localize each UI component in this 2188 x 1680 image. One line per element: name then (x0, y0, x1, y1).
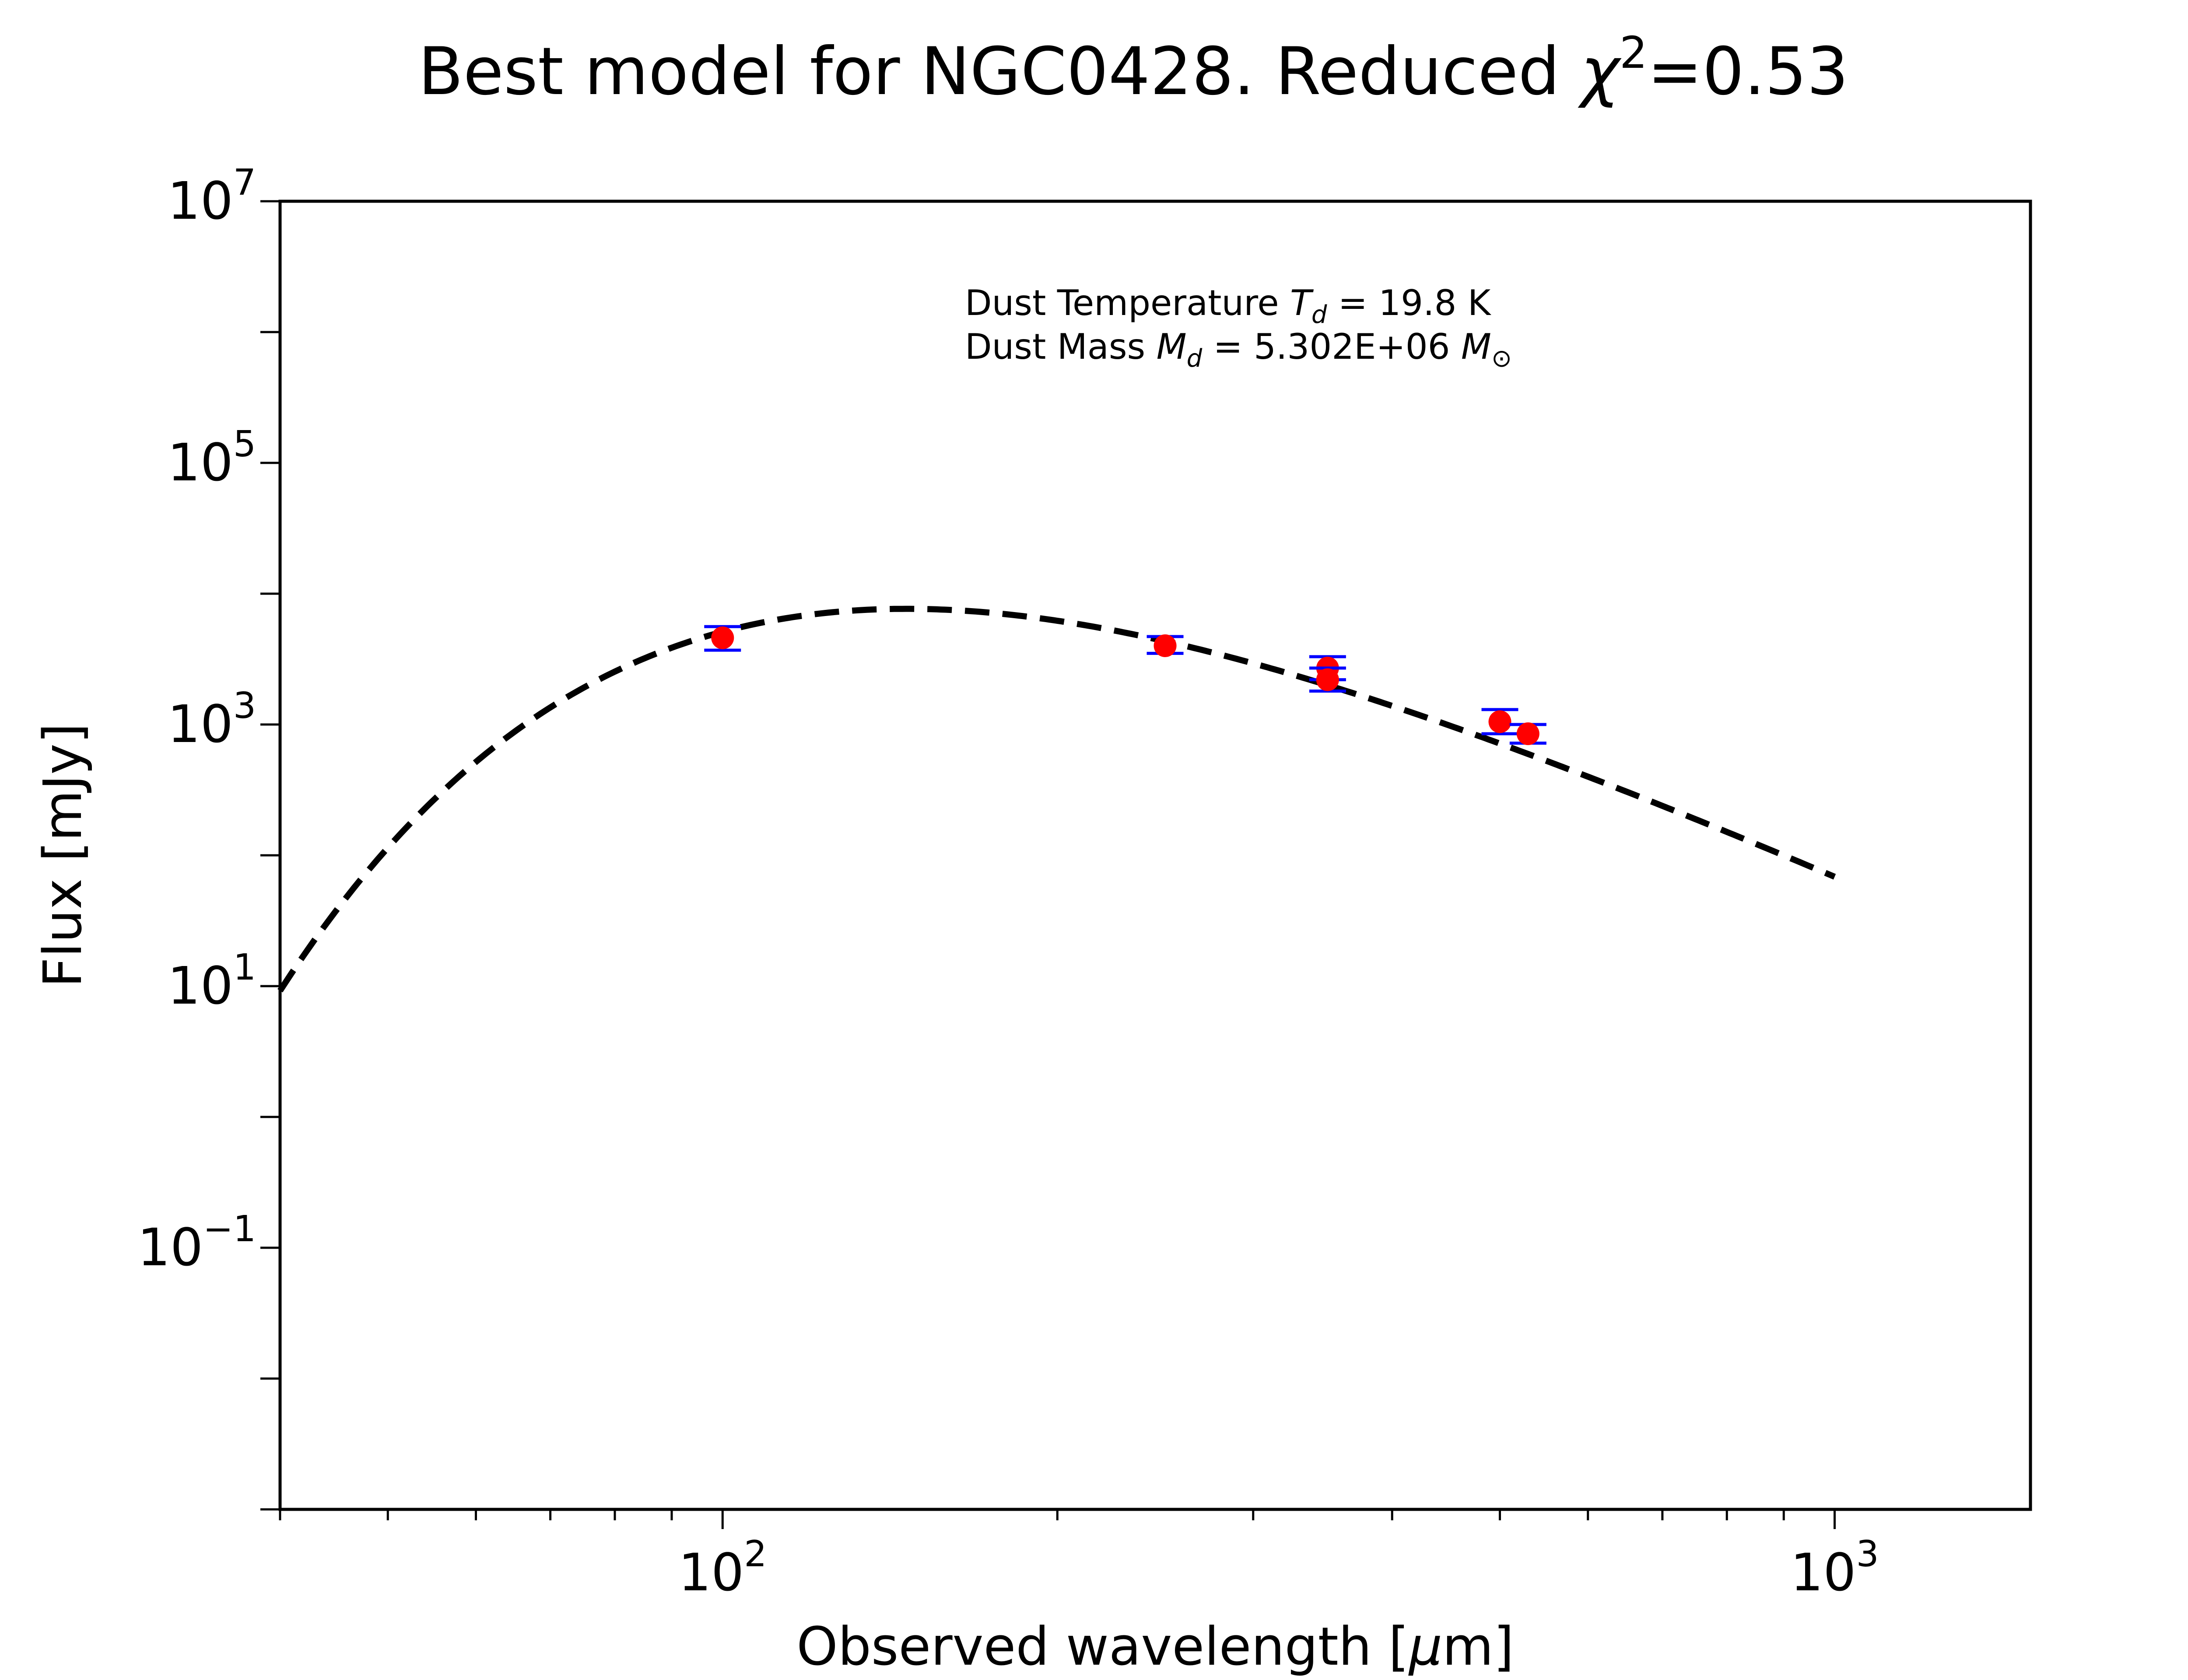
y-tick-label: 105 (168, 424, 256, 493)
dust-temperature-annotation: Dust Temperature Td = 19.8 K (965, 283, 1492, 329)
x-axis-label: Observed wavelength [μm] (796, 1617, 1514, 1677)
data-point (1488, 710, 1511, 733)
y-tick-label: 101 (168, 947, 256, 1016)
y-tick-label: 107 (168, 162, 256, 231)
x-tick-label: 102 (678, 1533, 767, 1603)
observed-points (704, 625, 1546, 746)
y-axis-label: Flux [mJy] (33, 723, 94, 988)
model-sed-curve (277, 606, 1836, 993)
x-axis-ticks: 102 103 (279, 1509, 1879, 1603)
data-point (711, 626, 734, 649)
data-point (1316, 668, 1339, 691)
data-point (1516, 722, 1539, 746)
x-tick-label: 103 (1790, 1533, 1879, 1603)
chart-title: Best model for NGC0428. Reduced χ2=0.53 (418, 27, 1849, 110)
dust-mass-annotation: Dust Mass Md = 5.302E+06 M⊙ (965, 326, 1512, 373)
y-tick-label: 103 (168, 685, 256, 754)
data-point (1154, 634, 1177, 657)
y-tick-label: 10−1 (137, 1208, 256, 1278)
y-axis-ticks: 10−1 101 103 105 107 (137, 162, 280, 1511)
